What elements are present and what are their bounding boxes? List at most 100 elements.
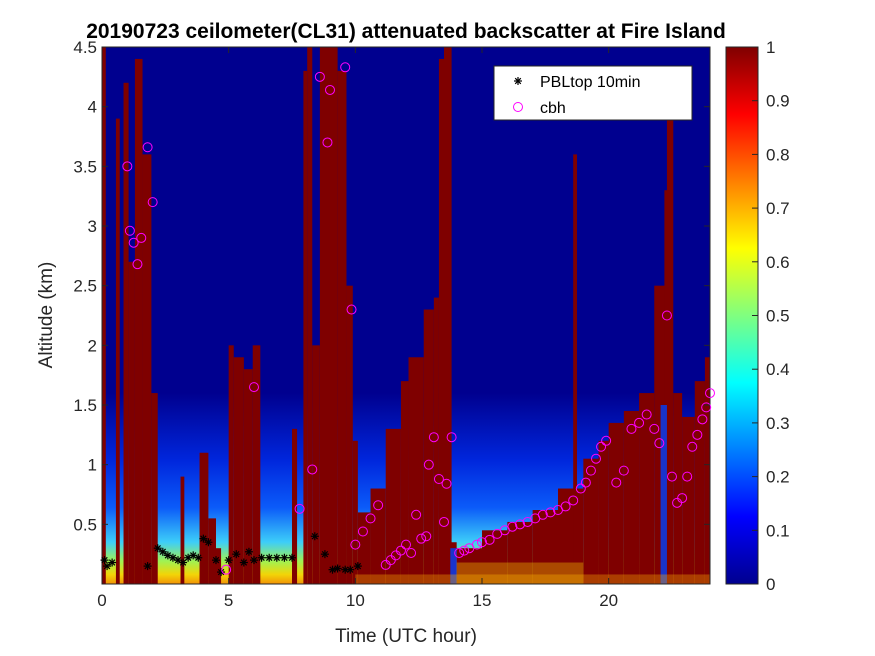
y-tick-label: 2.5 bbox=[73, 277, 97, 296]
heat-saturated-column bbox=[583, 458, 599, 584]
cbh-point bbox=[365, 513, 376, 524]
heat-saturated-column bbox=[243, 369, 253, 584]
heat-saturated-column bbox=[408, 357, 424, 584]
pbltop-point bbox=[103, 562, 112, 571]
heat-saturated-column bbox=[608, 422, 624, 584]
pbltop-point bbox=[194, 553, 203, 562]
y-tick-label: 1.5 bbox=[73, 396, 97, 415]
heat-saturated-column bbox=[123, 82, 129, 584]
pbltop-point bbox=[353, 562, 362, 571]
heat-saturated-column bbox=[292, 428, 298, 584]
heat-saturated-column bbox=[400, 381, 409, 584]
colorbar-tick-label: 0.3 bbox=[766, 414, 790, 433]
cbh-point bbox=[575, 483, 586, 494]
cbh-point bbox=[611, 477, 622, 488]
heat-saturated-column bbox=[128, 261, 135, 584]
cbh-point bbox=[560, 501, 571, 512]
heat-saturated-column bbox=[303, 70, 308, 584]
cbh-point bbox=[654, 438, 665, 449]
colorbar-ticks: 0 0.1 0.2 0.3 0.4 0.5 0.6 0.7 0.8 0.9 1 bbox=[752, 38, 790, 594]
cbh-point bbox=[701, 402, 712, 413]
cbh-point bbox=[322, 137, 333, 148]
heat-saturated-column bbox=[151, 393, 158, 584]
cbh-point bbox=[340, 62, 351, 73]
cbh-point bbox=[395, 545, 406, 556]
heat-saturated-column bbox=[346, 285, 353, 584]
cbh-point bbox=[423, 459, 434, 470]
cbh-point bbox=[618, 465, 629, 476]
backscatter-heatmap bbox=[102, 47, 710, 584]
legend-label-cbh: cbh bbox=[540, 100, 566, 117]
heat-saturated-column bbox=[357, 512, 371, 584]
x-axis-label: Time (UTC hour) bbox=[335, 626, 477, 647]
cbh-point bbox=[705, 388, 715, 399]
pbltop-point bbox=[108, 558, 117, 567]
pbltop-point bbox=[212, 556, 220, 565]
colorbar-tick-label: 1 bbox=[766, 38, 775, 57]
cbh-point bbox=[507, 521, 518, 532]
heat-saturated-column bbox=[102, 47, 106, 584]
cbh-point bbox=[294, 503, 305, 514]
pbltop-point bbox=[217, 568, 226, 577]
colorbar-tick-label: 0.4 bbox=[766, 360, 790, 379]
heat-saturated-column bbox=[228, 345, 234, 584]
cbh-point bbox=[471, 539, 482, 550]
heat-saturated-column bbox=[180, 476, 185, 584]
colorbar: 0 0.1 0.2 0.3 0.4 0.5 0.6 0.7 0.8 0.9 1 bbox=[725, 38, 790, 594]
heat-saturated-column bbox=[694, 381, 705, 584]
heat-saturated-column bbox=[115, 118, 120, 584]
cbh-point bbox=[641, 409, 652, 420]
heat-surface-warm bbox=[355, 574, 710, 584]
cbh-point bbox=[634, 417, 645, 428]
colorbar-tick-label: 0.1 bbox=[766, 521, 790, 540]
cbh-point bbox=[682, 471, 693, 482]
cbh-point bbox=[147, 197, 158, 208]
cbh-point bbox=[446, 432, 457, 443]
cbh-point bbox=[596, 441, 607, 452]
cbh-point bbox=[697, 414, 708, 425]
colorbar-tick-label: 0.7 bbox=[766, 199, 790, 218]
cbh-point bbox=[350, 539, 361, 550]
cbh-point bbox=[428, 432, 439, 443]
legend-box bbox=[493, 65, 693, 121]
cbh-point bbox=[128, 237, 139, 248]
heat-saturated-column bbox=[208, 518, 216, 584]
cbh-point bbox=[406, 547, 417, 558]
legend[interactable]: PBLtop 10min cbh bbox=[493, 65, 693, 121]
heat-saturated-column bbox=[666, 82, 674, 584]
x-tick-label: 0 bbox=[97, 591, 106, 610]
cbh-point bbox=[454, 547, 465, 558]
pbltop-point bbox=[153, 544, 162, 553]
heat-saturated-column bbox=[233, 357, 244, 584]
legend-label-pbltop: PBLtop 10min bbox=[540, 74, 641, 91]
cbh-point bbox=[661, 310, 672, 321]
cbh-point bbox=[373, 500, 384, 511]
colorbar-tick-label: 0 bbox=[766, 575, 775, 594]
cbh-point bbox=[433, 473, 444, 484]
cbh-point bbox=[477, 537, 487, 548]
cbh-point bbox=[357, 526, 368, 537]
heat-saturated-column bbox=[573, 154, 577, 584]
heat-saturated-column bbox=[639, 393, 655, 584]
cbh-point bbox=[591, 453, 601, 464]
colorbar-tick-label: 0.9 bbox=[766, 92, 790, 111]
legend-asterisk bbox=[514, 77, 522, 85]
heat-saturated-column bbox=[199, 452, 209, 584]
heat-saturated-column bbox=[704, 357, 710, 584]
series-markers bbox=[100, 62, 715, 577]
cbh-point bbox=[439, 516, 449, 527]
heat-saturated-column bbox=[482, 530, 508, 584]
heat-saturated-column bbox=[385, 428, 401, 584]
pbltop-point bbox=[272, 553, 281, 562]
cbh-point bbox=[142, 142, 153, 153]
pbltop-point bbox=[328, 565, 337, 574]
heat-saturated-column bbox=[252, 345, 261, 584]
pbltop-point bbox=[244, 547, 253, 556]
y-tick-label: 2 bbox=[88, 336, 97, 355]
pbltop-point bbox=[199, 534, 208, 543]
colorbar-tick-label: 0.6 bbox=[766, 253, 790, 272]
heat-saturated-column bbox=[438, 58, 444, 584]
y-axis-ticks: 0.5 1 1.5 2 2.5 3 3.5 4 4.5 bbox=[73, 38, 710, 534]
pbltop-point bbox=[224, 556, 233, 565]
